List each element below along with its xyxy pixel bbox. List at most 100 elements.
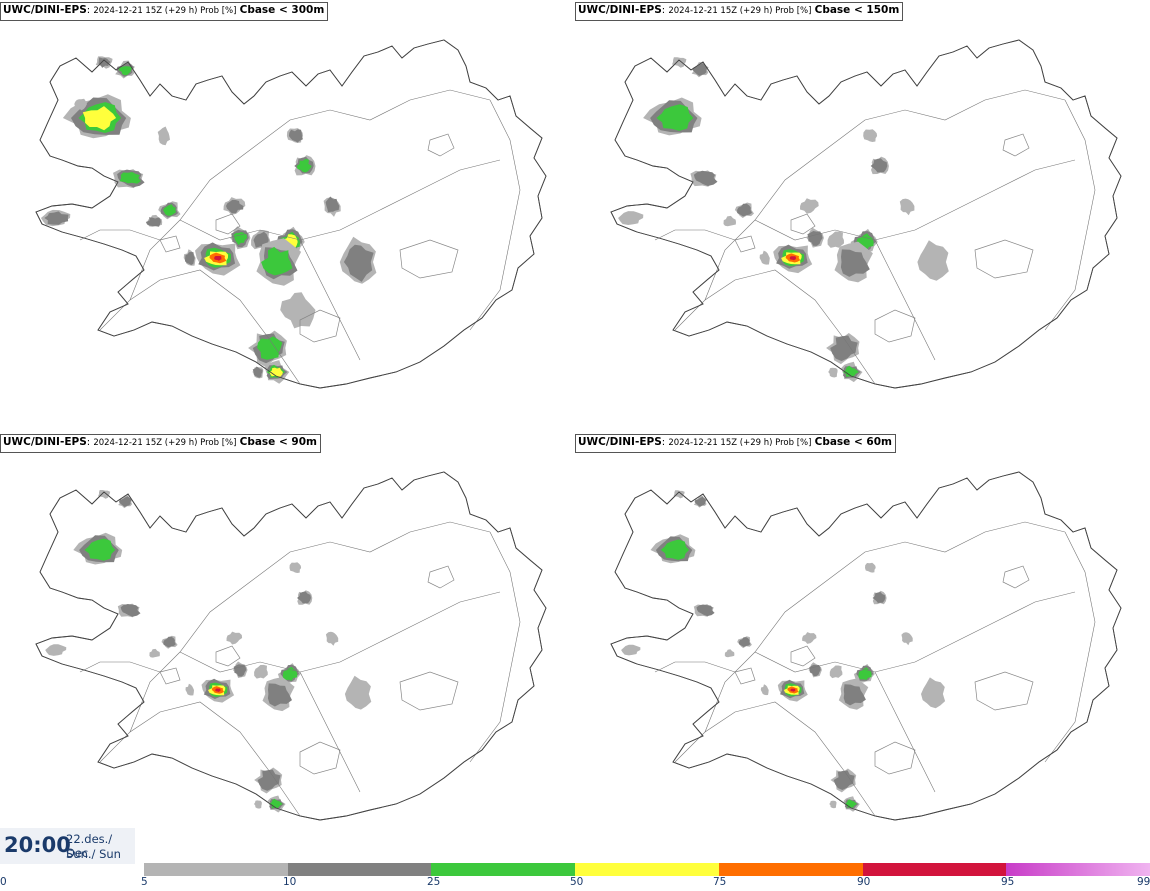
probability-contour-g1 xyxy=(149,648,160,658)
glacier-outline xyxy=(215,213,241,235)
colorbar-segment xyxy=(1006,863,1150,876)
coastline-outline xyxy=(610,471,1122,821)
colorbar-segment xyxy=(431,863,576,876)
glacier-outline xyxy=(974,239,1034,279)
probability-contour-g1 xyxy=(865,562,876,573)
glacier-outline xyxy=(299,309,341,343)
map-panel-cbase-90: UWC/DINI-EPS: 2024-12-21 15Z (+29 h) Pro… xyxy=(0,432,575,864)
probability-contour-g1 xyxy=(829,800,837,809)
probability-contour-g2 xyxy=(693,170,718,186)
road-line xyxy=(654,661,736,673)
probability-contour-g2 xyxy=(696,604,715,617)
probability-contour-g1 xyxy=(759,250,770,265)
road-line xyxy=(704,521,1066,733)
probability-contour-g1 xyxy=(254,800,262,809)
probability-contour-g1 xyxy=(863,129,878,142)
probability-contour-g2 xyxy=(267,683,292,707)
probability-contour-g1 xyxy=(921,677,946,709)
glacier-outline xyxy=(734,667,756,685)
probability-contour-g2 xyxy=(297,591,311,604)
probability-contour-g1 xyxy=(621,644,641,656)
probability-contour-g1 xyxy=(74,98,87,111)
colorbar-tick-label: 50 xyxy=(570,876,584,888)
glacier-outline xyxy=(1002,133,1030,157)
probability-contour-g1 xyxy=(325,631,339,646)
glacier-outline xyxy=(427,133,455,157)
probability-contour-gr xyxy=(118,66,133,76)
valid-date: 22.des./ Dec xyxy=(66,832,113,860)
valid-time-box: 20:00 22.des./ Dec Sun./ Sun xyxy=(0,828,135,864)
probability-contour-g2 xyxy=(807,231,823,246)
probability-contour-g2 xyxy=(233,664,247,677)
probability-contour-gr xyxy=(84,538,116,561)
colorbar-segment xyxy=(144,863,288,876)
probability-contour-g1 xyxy=(254,664,268,679)
colorbar-segment xyxy=(575,863,719,876)
probability-contour-ye xyxy=(82,106,117,131)
road-line xyxy=(299,239,361,361)
probability-contour-g2 xyxy=(840,249,870,277)
probability-contour-g1 xyxy=(723,215,736,227)
probability-contour-g1 xyxy=(828,367,838,378)
iceland-map-150 xyxy=(610,39,1122,389)
probability-contour-g1 xyxy=(185,683,194,696)
probability-colorbar xyxy=(144,863,1150,876)
probability-contour-gr xyxy=(261,246,293,276)
probability-contour-gr xyxy=(163,204,176,216)
probability-contour-rd xyxy=(790,688,796,692)
probability-contour-g2 xyxy=(843,684,866,706)
road-line xyxy=(469,531,521,763)
probability-contour-g1 xyxy=(673,490,685,499)
glacier-outline xyxy=(159,235,181,253)
iceland-map-60 xyxy=(610,471,1122,821)
probability-contour-g1 xyxy=(618,211,644,225)
probability-contour-g2 xyxy=(694,496,707,507)
probability-contour-g1 xyxy=(829,665,843,679)
glacier-outline xyxy=(734,235,756,253)
glacier-outline xyxy=(874,309,916,343)
probability-contour-g2 xyxy=(98,57,111,68)
probability-contour-g2 xyxy=(118,496,132,507)
probability-contour-g1 xyxy=(672,57,687,68)
colorbar-tick-label: 99 xyxy=(1137,876,1150,888)
panel-title: UWC/DINI-EPS: 2024-12-21 15Z (+29 h) Pro… xyxy=(575,434,896,453)
probability-contour-rd xyxy=(789,256,797,261)
panel-title: UWC/DINI-EPS: 2024-12-21 15Z (+29 h) Pro… xyxy=(0,434,321,453)
glacier-outline xyxy=(1002,565,1030,589)
probability-contour-g1 xyxy=(899,198,915,216)
probability-contour-rd xyxy=(215,688,221,692)
probability-contour-g2 xyxy=(163,636,176,648)
probability-contour-g2 xyxy=(737,203,752,217)
probability-contour-g2 xyxy=(325,196,340,213)
probability-contour-g2 xyxy=(120,604,141,617)
probability-contour-rd xyxy=(214,256,222,261)
probability-contour-g2 xyxy=(257,769,281,791)
colorbar-tick-label: 25 xyxy=(427,876,441,888)
map-panel-cbase-300: UWC/DINI-EPS: 2024-12-21 15Z (+29 h) Pro… xyxy=(0,0,575,432)
road-line xyxy=(179,591,501,673)
probability-contour-g2 xyxy=(44,211,69,225)
iceland-map-300 xyxy=(35,39,547,389)
glacier-outline xyxy=(790,213,816,235)
panel-title: UWC/DINI-EPS: 2024-12-21 15Z (+29 h) Pro… xyxy=(0,2,329,21)
colorbar-ticks: 0 5 10 25 50 75 90 95 99 xyxy=(0,876,1150,891)
panel-title: UWC/DINI-EPS: 2024-12-21 15Z (+29 h) Pro… xyxy=(575,2,904,21)
colorbar-segment xyxy=(862,863,1007,876)
map-panel-cbase-60: UWC/DINI-EPS: 2024-12-21 15Z (+29 h) Pro… xyxy=(575,432,1150,864)
road-line xyxy=(1044,531,1096,763)
probability-contour-g1 xyxy=(901,632,913,646)
colorbar-segment xyxy=(287,863,432,876)
road-line xyxy=(79,229,161,241)
probability-contour-g2 xyxy=(343,244,374,282)
probability-contour-g2 xyxy=(145,217,161,227)
probability-contour-g2 xyxy=(870,158,888,173)
probability-contour-gr xyxy=(233,232,248,245)
colorbar-tick-label: 0 xyxy=(0,876,7,888)
probability-contour-g2 xyxy=(185,252,195,266)
probability-contour-g1 xyxy=(800,198,819,214)
road-line xyxy=(704,89,1066,301)
road-line xyxy=(754,591,1076,673)
probability-contour-gr xyxy=(842,365,859,378)
probability-contour-g1 xyxy=(760,684,769,696)
probability-contour-g1 xyxy=(724,649,735,658)
